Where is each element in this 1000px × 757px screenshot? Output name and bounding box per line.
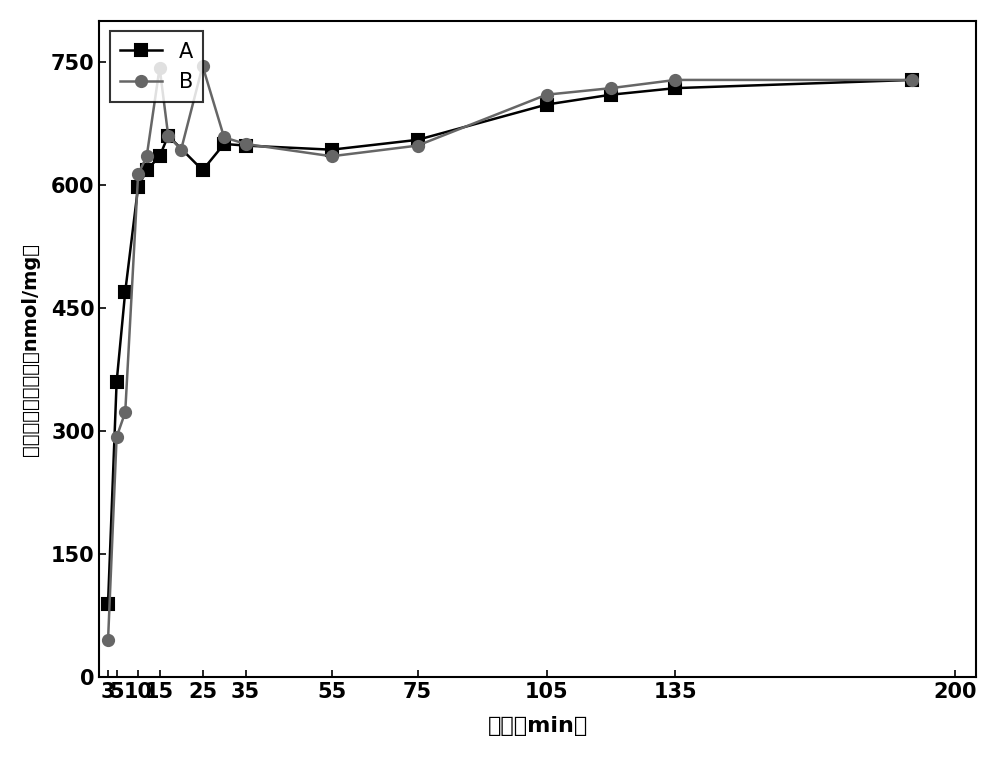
- A: [326, 145, 338, 154]
- A: [154, 151, 166, 160]
- B: [240, 139, 252, 148]
- B: [412, 141, 424, 150]
- B: [605, 83, 617, 92]
- A: [218, 139, 230, 148]
- Line: A: A: [102, 74, 917, 609]
- B: [906, 76, 918, 85]
- B: [669, 76, 681, 85]
- A: [197, 166, 209, 175]
- B: [218, 132, 230, 142]
- A: [141, 166, 153, 175]
- Y-axis label: 一氧化氮总释放量（nmol/mg）: 一氧化氮总释放量（nmol/mg）: [21, 243, 40, 456]
- B: [102, 636, 114, 645]
- A: [240, 141, 252, 150]
- B: [197, 61, 209, 70]
- B: [541, 90, 553, 99]
- B: [119, 408, 131, 417]
- A: [102, 599, 114, 608]
- A: [119, 287, 131, 296]
- B: [132, 170, 144, 179]
- A: [111, 378, 123, 387]
- B: [162, 131, 174, 140]
- B: [326, 151, 338, 160]
- A: [412, 136, 424, 145]
- X-axis label: 时间（min）: 时间（min）: [488, 716, 588, 736]
- A: [541, 100, 553, 109]
- Line: B: B: [102, 61, 917, 646]
- B: [141, 151, 153, 160]
- A: [669, 83, 681, 92]
- B: [175, 145, 187, 154]
- Legend: A, B: A, B: [110, 31, 203, 102]
- A: [132, 182, 144, 192]
- B: [111, 432, 123, 441]
- A: [605, 90, 617, 99]
- A: [162, 131, 174, 140]
- A: [906, 76, 918, 85]
- B: [154, 63, 166, 72]
